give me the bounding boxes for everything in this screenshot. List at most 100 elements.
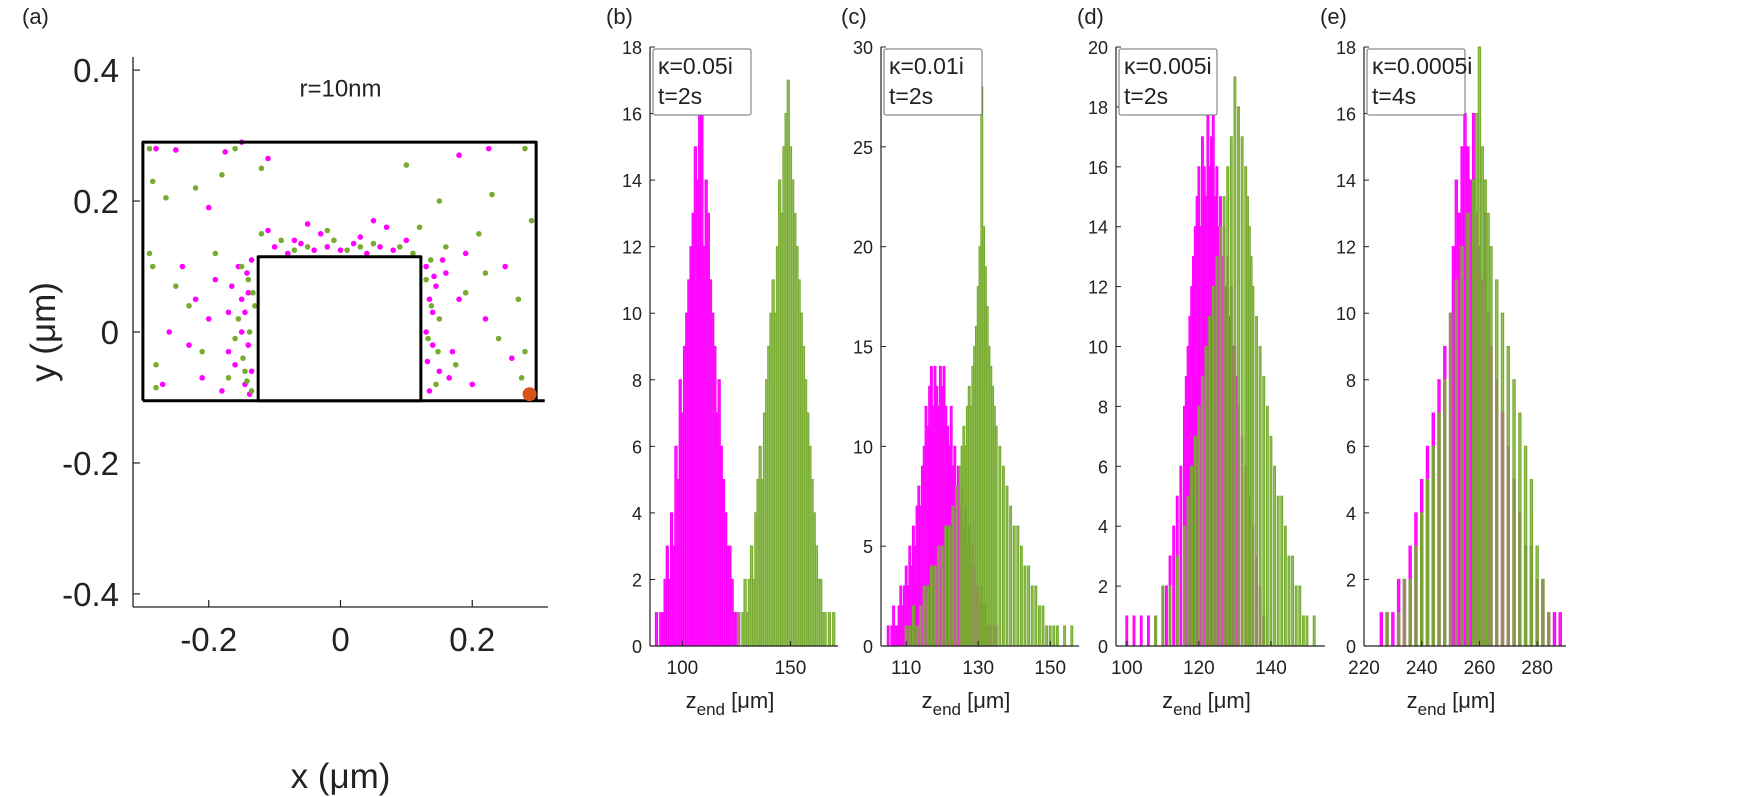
y-tick-label: 0 (632, 637, 642, 657)
scatter-point (370, 240, 377, 247)
scatter-point (364, 250, 370, 257)
histogram-bar (1291, 555, 1295, 647)
scatter-point (238, 329, 245, 335)
scatter-point (225, 309, 232, 316)
y-tick-label: 30 (853, 38, 873, 58)
y-tick-label: 18 (622, 38, 642, 58)
scatter-point (482, 316, 489, 322)
legend-frame (1366, 48, 1466, 116)
legend-line-1: κ=0.0005i (1372, 53, 1472, 79)
scatter-point (258, 230, 265, 237)
panel-label: (d) (1077, 4, 1104, 29)
histogram-bar (1237, 106, 1240, 647)
scatter-point (246, 329, 253, 335)
histogram-bar (823, 612, 827, 647)
scatter-point (146, 250, 153, 257)
y-tick-label: 14 (1336, 171, 1356, 191)
panel-label: (a) (22, 4, 49, 29)
scatter-point (429, 309, 436, 316)
scatter-point (242, 368, 248, 375)
histogram-bar (1431, 445, 1435, 647)
scatter-point (238, 296, 245, 303)
y-tick-label: 15 (853, 338, 873, 358)
histogram-bar (1535, 545, 1539, 647)
legend-line-1: κ=0.01i (889, 53, 964, 79)
scatter-point (173, 147, 179, 153)
scatter-point (515, 296, 522, 303)
legend-box: κ=0.005i t=2s (1118, 48, 1218, 116)
histogram-bar (1168, 585, 1172, 647)
legend-line-1: κ=0.005i (1124, 53, 1212, 79)
histogram-bar (1001, 465, 1005, 647)
histogram-bar (1460, 246, 1464, 647)
y-tick-label: 4 (1098, 517, 1108, 537)
scatter-point (219, 172, 225, 178)
scatter-point (502, 263, 508, 270)
scatter-point (153, 384, 159, 391)
scatter-point (173, 283, 179, 289)
scatter-point (149, 263, 156, 270)
x-axis-title-subscript: end (1418, 700, 1446, 719)
y-tick-label: 8 (1346, 371, 1356, 391)
histogram-bar (915, 625, 919, 647)
scatter-point (462, 250, 469, 257)
x-axis-title-main: z (686, 688, 697, 713)
scatter-point (324, 227, 331, 234)
x-axis-title: x (μm) (291, 757, 391, 796)
scatter-point (229, 283, 235, 289)
scatter-point (250, 289, 256, 296)
y-tick-label: 5 (863, 537, 873, 557)
x-tick-label: 120 (1183, 658, 1215, 679)
x-tick-label: 140 (1255, 658, 1287, 679)
x-axis-title: zend [μm] (686, 688, 775, 719)
scatter-point (192, 185, 199, 191)
histogram-bar (951, 505, 955, 647)
histogram-bar (1211, 286, 1215, 647)
histogram-bar (1414, 545, 1418, 647)
scatter-point (436, 198, 443, 204)
x-axis-title-subscript: end (697, 700, 725, 719)
x-tick-label: 240 (1406, 658, 1438, 679)
scatter-point (528, 217, 535, 224)
histogram-bar (1480, 146, 1485, 647)
panel-c: (c) 110 130 150 0 5 10 15 20 25 30 zend [μm] κ=0.01i… (841, 4, 1079, 719)
scatter-point (238, 263, 245, 270)
x-tick-label: 150 (775, 658, 807, 679)
scatter-point (446, 375, 452, 381)
histogram-bar (1273, 465, 1277, 647)
histogram-bar (1391, 612, 1395, 647)
histogram-bar (1483, 179, 1487, 647)
histogram-bar (1215, 256, 1219, 647)
histogram-bar (1233, 76, 1237, 647)
y-tick-label: -0.2 (62, 445, 119, 482)
scatter-point (271, 244, 278, 250)
scatter-point (291, 247, 298, 253)
histogram-bar (1030, 585, 1034, 647)
x-axis-title-main: z (922, 688, 933, 713)
scatter-point (518, 375, 525, 381)
histogram-bar (926, 585, 930, 647)
histogram-bar (908, 625, 912, 647)
histogram-bar (1466, 212, 1470, 647)
histogram-bar (1265, 405, 1269, 647)
scatter-point (248, 388, 255, 394)
scatter-point (449, 348, 456, 355)
x-tick-label: 0.2 (449, 621, 495, 658)
scatter-point (324, 244, 331, 250)
y-tick-label: 14 (1088, 218, 1108, 238)
histogram-bar (1518, 412, 1522, 647)
histogram-bar (1154, 615, 1158, 647)
histogram-bar (1183, 525, 1186, 647)
x-tick-label: 260 (1464, 658, 1496, 679)
legend-line-2: t=2s (889, 83, 933, 109)
y-tick-label: 18 (1088, 98, 1108, 118)
x-axis-title: zend [μm] (922, 688, 1011, 719)
histogram-bar (1301, 615, 1305, 647)
histogram-bar (1448, 312, 1453, 647)
histogram-bar (1294, 585, 1298, 647)
histogram-bar (919, 605, 923, 647)
histogram-bar (1269, 435, 1273, 647)
scatter-point (435, 348, 441, 355)
histogram-bar (1012, 525, 1016, 647)
histogram-bar (1172, 525, 1176, 647)
